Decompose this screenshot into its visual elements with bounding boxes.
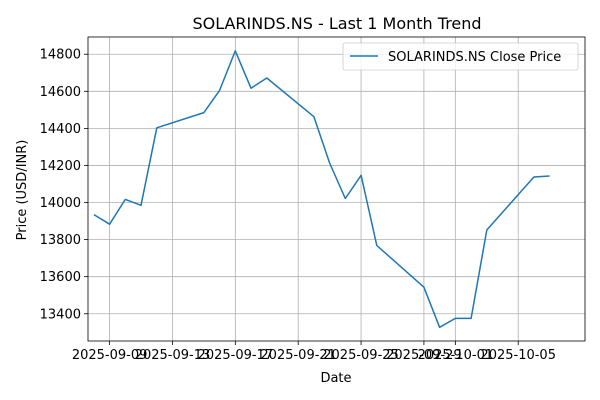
y-tick-label: 13800 xyxy=(40,233,81,248)
x-tick-label: 2025-09-09 xyxy=(72,348,148,363)
x-tick-label: 2025-09-29 xyxy=(386,348,462,363)
x-tick-label: 2025-09-13 xyxy=(135,348,211,363)
y-tick-label: 14600 xyxy=(40,85,81,100)
y-tick-label: 14000 xyxy=(40,196,81,211)
x-tick-label: 2025-09-17 xyxy=(198,348,274,363)
y-tick-label: 13400 xyxy=(40,307,81,322)
y-axis-label: Price (USD/INR) xyxy=(15,140,30,241)
plot-area: 2025-09-092025-09-132025-09-172025-09-21… xyxy=(40,36,586,363)
legend-box xyxy=(342,42,579,71)
legend: SOLARINDS.NS Close Price xyxy=(342,42,579,71)
x-tick-label: 2025-10-05 xyxy=(480,348,556,363)
plot-frame xyxy=(87,36,586,342)
x-tick-label: 2025-09-21 xyxy=(260,348,336,363)
y-tick-label: 13600 xyxy=(40,270,81,285)
x-tick-label: 2025-10-01 xyxy=(418,348,494,363)
legend-label: SOLARINDS.NS Close Price xyxy=(388,50,561,65)
chart-title: SOLARINDS.NS - Last 1 Month Trend xyxy=(192,14,481,33)
x-axis-label: Date xyxy=(320,371,351,386)
x-tick-label: 2025-09-25 xyxy=(323,348,399,363)
y-tick-label: 14200 xyxy=(40,159,81,174)
y-tick-label: 14800 xyxy=(40,48,81,63)
y-tick-label: 14400 xyxy=(40,122,81,137)
close-price-line xyxy=(93,50,550,329)
